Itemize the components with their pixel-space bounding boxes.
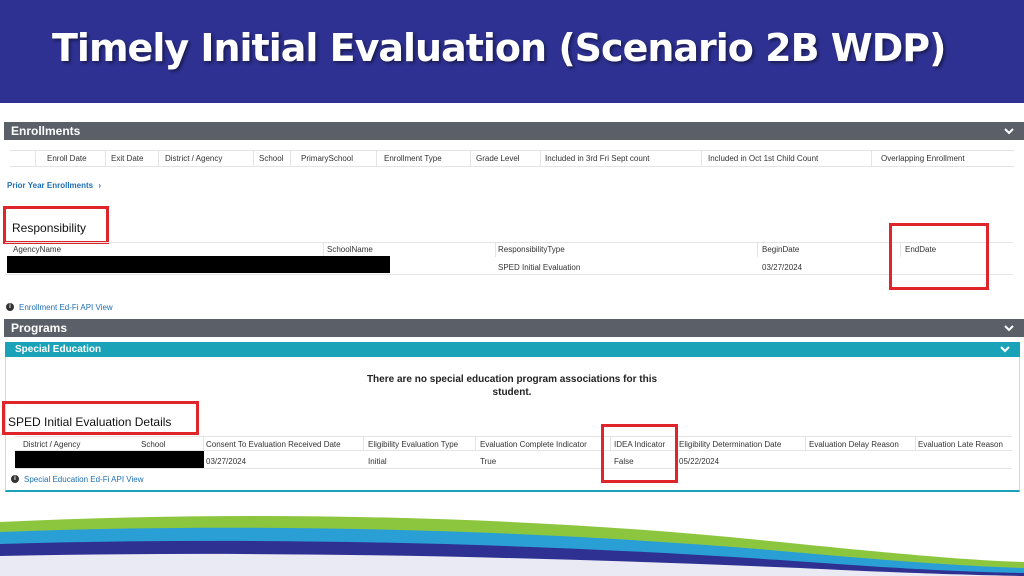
info-icon: i: [11, 475, 19, 483]
col-grade-level[interactable]: Grade Level: [476, 154, 520, 163]
chevron-down-icon[interactable]: [1000, 344, 1010, 354]
programs-header-label: Programs: [11, 321, 68, 335]
col-responsibility-type[interactable]: ResponsibilityType: [498, 245, 565, 254]
col-idea-indicator[interactable]: IDEA Indicator: [614, 440, 666, 449]
special-education-header-bar[interactable]: Special Education: [5, 342, 1020, 357]
col-district-agency[interactable]: District / Agency: [165, 154, 223, 163]
no-program-associations-message: There are no special education program a…: [366, 374, 658, 398]
sped-details-heading: SPED Initial Evaluation Details: [8, 415, 172, 429]
enrollments-header-label: Enrollments: [11, 124, 81, 138]
col-primary-school[interactable]: PrimarySchool: [301, 154, 354, 163]
col-eligibility-evaluation-type[interactable]: Eligibility Evaluation Type: [368, 440, 459, 449]
chevron-right-icon: ›: [98, 181, 102, 190]
highlight-box-idea-indicator: [601, 424, 678, 483]
highlight-box-sped-heading: [2, 401, 199, 435]
col-eligibility-determination-date[interactable]: Eligibility Determination Date: [679, 440, 782, 449]
idea-indicator-value: False: [614, 457, 634, 466]
chevron-down-icon[interactable]: [1004, 126, 1014, 136]
enrollments-header-bar[interactable]: Enrollments: [4, 122, 1024, 140]
col-enrollment-type[interactable]: Enrollment Type: [384, 154, 442, 163]
col-agency-name[interactable]: AgencyName: [13, 245, 62, 254]
determination-date-value: 05/22/2024: [679, 457, 720, 466]
col-school[interactable]: School: [141, 440, 166, 449]
chevron-down-icon[interactable]: [1004, 323, 1014, 333]
responsibility-table-header: AgencyName SchoolName ResponsibilityType…: [5, 242, 1013, 257]
col-overlapping-enrollment[interactable]: Overlapping Enrollment: [881, 154, 965, 163]
slide-title: Timely Initial Evaluation (Scenario 2B W…: [52, 26, 946, 70]
responsibility-type-value: SPED Initial Evaluation: [498, 263, 581, 272]
highlight-box-end-date: [889, 223, 989, 290]
col-consent-received-date[interactable]: Consent To Evaluation Received Date: [206, 440, 341, 449]
col-3rd-fri-sept[interactable]: Included in 3rd Fri Sept count: [545, 154, 650, 163]
enrollment-edfi-api-link[interactable]: Enrollment Ed-Fi API View: [19, 303, 113, 312]
col-evaluation-complete-indicator[interactable]: Evaluation Complete Indicator: [480, 440, 587, 449]
col-exit-date[interactable]: Exit Date: [111, 154, 144, 163]
sped-details-table-header: District / Agency School Consent To Eval…: [15, 436, 1012, 451]
prior-year-enrollments-link[interactable]: Prior Year Enrollments ›: [7, 181, 102, 190]
special-education-edfi-api-link[interactable]: Special Education Ed-Fi API View: [24, 475, 144, 484]
col-evaluation-late-reason[interactable]: Evaluation Late Reason: [918, 440, 1003, 449]
programs-header-bar[interactable]: Programs: [4, 319, 1024, 337]
eval-complete-value: True: [480, 457, 497, 466]
col-oct-1st-child-count[interactable]: Included in Oct 1st Child Count: [708, 154, 819, 163]
begin-date-value: 03/27/2024: [762, 263, 803, 272]
col-enroll-date[interactable]: Enroll Date: [47, 154, 87, 163]
redacted-agency-school: [7, 256, 390, 273]
consent-date-value: 03/27/2024: [206, 457, 247, 466]
eval-type-value: Initial: [368, 457, 387, 466]
info-icon: i: [6, 303, 14, 311]
special-education-panel: [5, 357, 1020, 492]
responsibility-heading: Responsibility: [12, 221, 87, 235]
footer-waves-decoration: [0, 516, 1024, 576]
enrollments-table-header: Enroll Date Exit Date District / Agency …: [10, 150, 1014, 167]
col-end-date[interactable]: EndDate: [905, 245, 937, 254]
col-school-name[interactable]: SchoolName: [327, 245, 373, 254]
col-district-agency[interactable]: District / Agency: [23, 440, 81, 449]
col-evaluation-delay-reason[interactable]: Evaluation Delay Reason: [809, 440, 899, 449]
col-begin-date[interactable]: BeginDate: [762, 245, 800, 254]
redacted-district-school: [15, 451, 204, 468]
col-school[interactable]: School: [259, 154, 284, 163]
title-band: Timely Initial Evaluation (Scenario 2B W…: [0, 0, 1024, 103]
special-education-label: Special Education: [15, 344, 102, 355]
